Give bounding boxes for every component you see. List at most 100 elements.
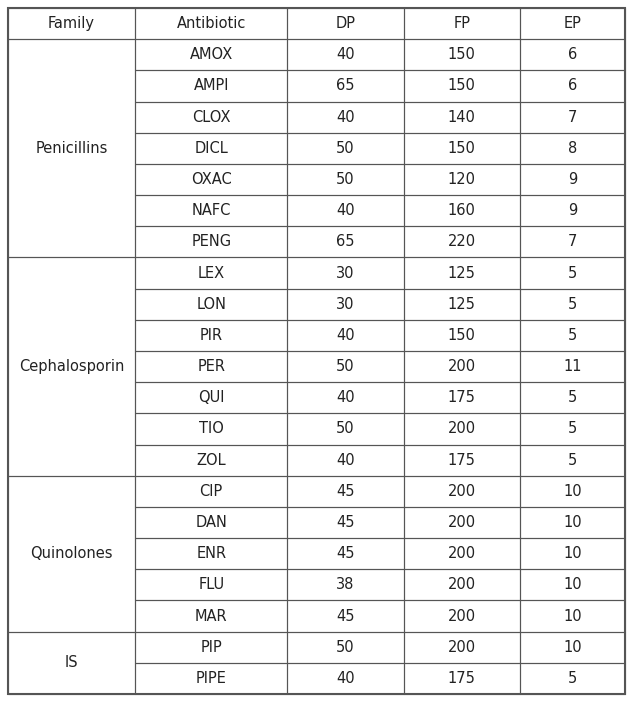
Text: 5: 5 [568,453,577,468]
Bar [404,351,520,382]
Bar [287,444,404,476]
Bar [8,258,135,476]
Bar [404,632,520,663]
Bar [135,102,287,133]
Bar [520,413,625,444]
Text: 10: 10 [563,546,582,561]
Text: 5: 5 [568,297,577,312]
Bar [404,569,520,600]
Bar [287,289,404,320]
Bar [520,102,625,133]
Bar [135,569,287,600]
Bar [287,476,404,507]
Text: MAR: MAR [195,609,227,623]
Bar [404,663,520,694]
Text: EP: EP [563,16,581,31]
Text: CLOX: CLOX [192,110,230,125]
Bar [520,382,625,413]
Text: 40: 40 [336,390,355,405]
Text: DAN: DAN [196,515,227,530]
Bar [404,444,520,476]
Text: 9: 9 [568,203,577,218]
Text: 160: 160 [448,203,475,218]
Bar [287,8,404,39]
Bar [404,226,520,258]
Bar [8,632,135,694]
Bar [287,320,404,351]
Bar [135,476,287,507]
Bar [135,382,287,413]
Bar [287,133,404,164]
Text: 200: 200 [448,484,476,499]
Text: 175: 175 [448,390,475,405]
Text: 5: 5 [568,390,577,405]
Bar [404,102,520,133]
Text: PENG: PENG [191,234,231,249]
Bar [287,351,404,382]
Text: LEX: LEX [197,265,225,281]
Text: 40: 40 [336,110,355,125]
Bar [404,600,520,632]
Bar [520,569,625,600]
Bar [135,133,287,164]
Text: 10: 10 [563,515,582,530]
Bar [404,320,520,351]
Text: 10: 10 [563,609,582,623]
Bar [8,39,135,258]
Bar [135,632,287,663]
Text: PIP: PIP [201,640,222,655]
Text: 200: 200 [448,515,476,530]
Bar [520,444,625,476]
Text: 140: 140 [448,110,475,125]
Bar [520,663,625,694]
Text: PIPE: PIPE [196,671,227,686]
Bar [135,195,287,226]
Text: 11: 11 [563,359,582,374]
Bar [135,320,287,351]
Bar [135,413,287,444]
Bar [520,289,625,320]
Text: 220: 220 [448,234,476,249]
Bar [404,289,520,320]
Text: Antibiotic: Antibiotic [177,16,246,31]
Text: 40: 40 [336,671,355,686]
Text: Quinolones: Quinolones [30,546,113,561]
Text: 9: 9 [568,172,577,187]
Text: 7: 7 [568,234,577,249]
Text: 150: 150 [448,328,475,343]
Text: TIO: TIO [199,421,223,437]
Text: Cephalosporin: Cephalosporin [19,359,124,374]
Text: 125: 125 [448,297,475,312]
Bar [287,663,404,694]
Text: 200: 200 [448,640,476,655]
Bar [287,600,404,632]
Text: 200: 200 [448,577,476,592]
Bar [520,351,625,382]
Text: 50: 50 [336,421,355,437]
Text: FP: FP [453,16,470,31]
Bar [520,632,625,663]
Bar [287,258,404,289]
Bar [404,39,520,70]
Text: 40: 40 [336,203,355,218]
Text: LON: LON [196,297,226,312]
Bar [404,195,520,226]
Bar [404,538,520,569]
Text: 200: 200 [448,609,476,623]
Bar [404,8,520,39]
Text: PER: PER [197,359,225,374]
Text: 40: 40 [336,47,355,62]
Text: 7: 7 [568,110,577,125]
Text: 6: 6 [568,79,577,93]
Text: 5: 5 [568,328,577,343]
Bar [135,600,287,632]
Bar [287,164,404,195]
Bar [404,258,520,289]
Bar [135,444,287,476]
Bar [520,538,625,569]
Text: 6: 6 [568,47,577,62]
Bar [520,70,625,102]
Text: 40: 40 [336,453,355,468]
Bar [404,70,520,102]
Bar [287,70,404,102]
